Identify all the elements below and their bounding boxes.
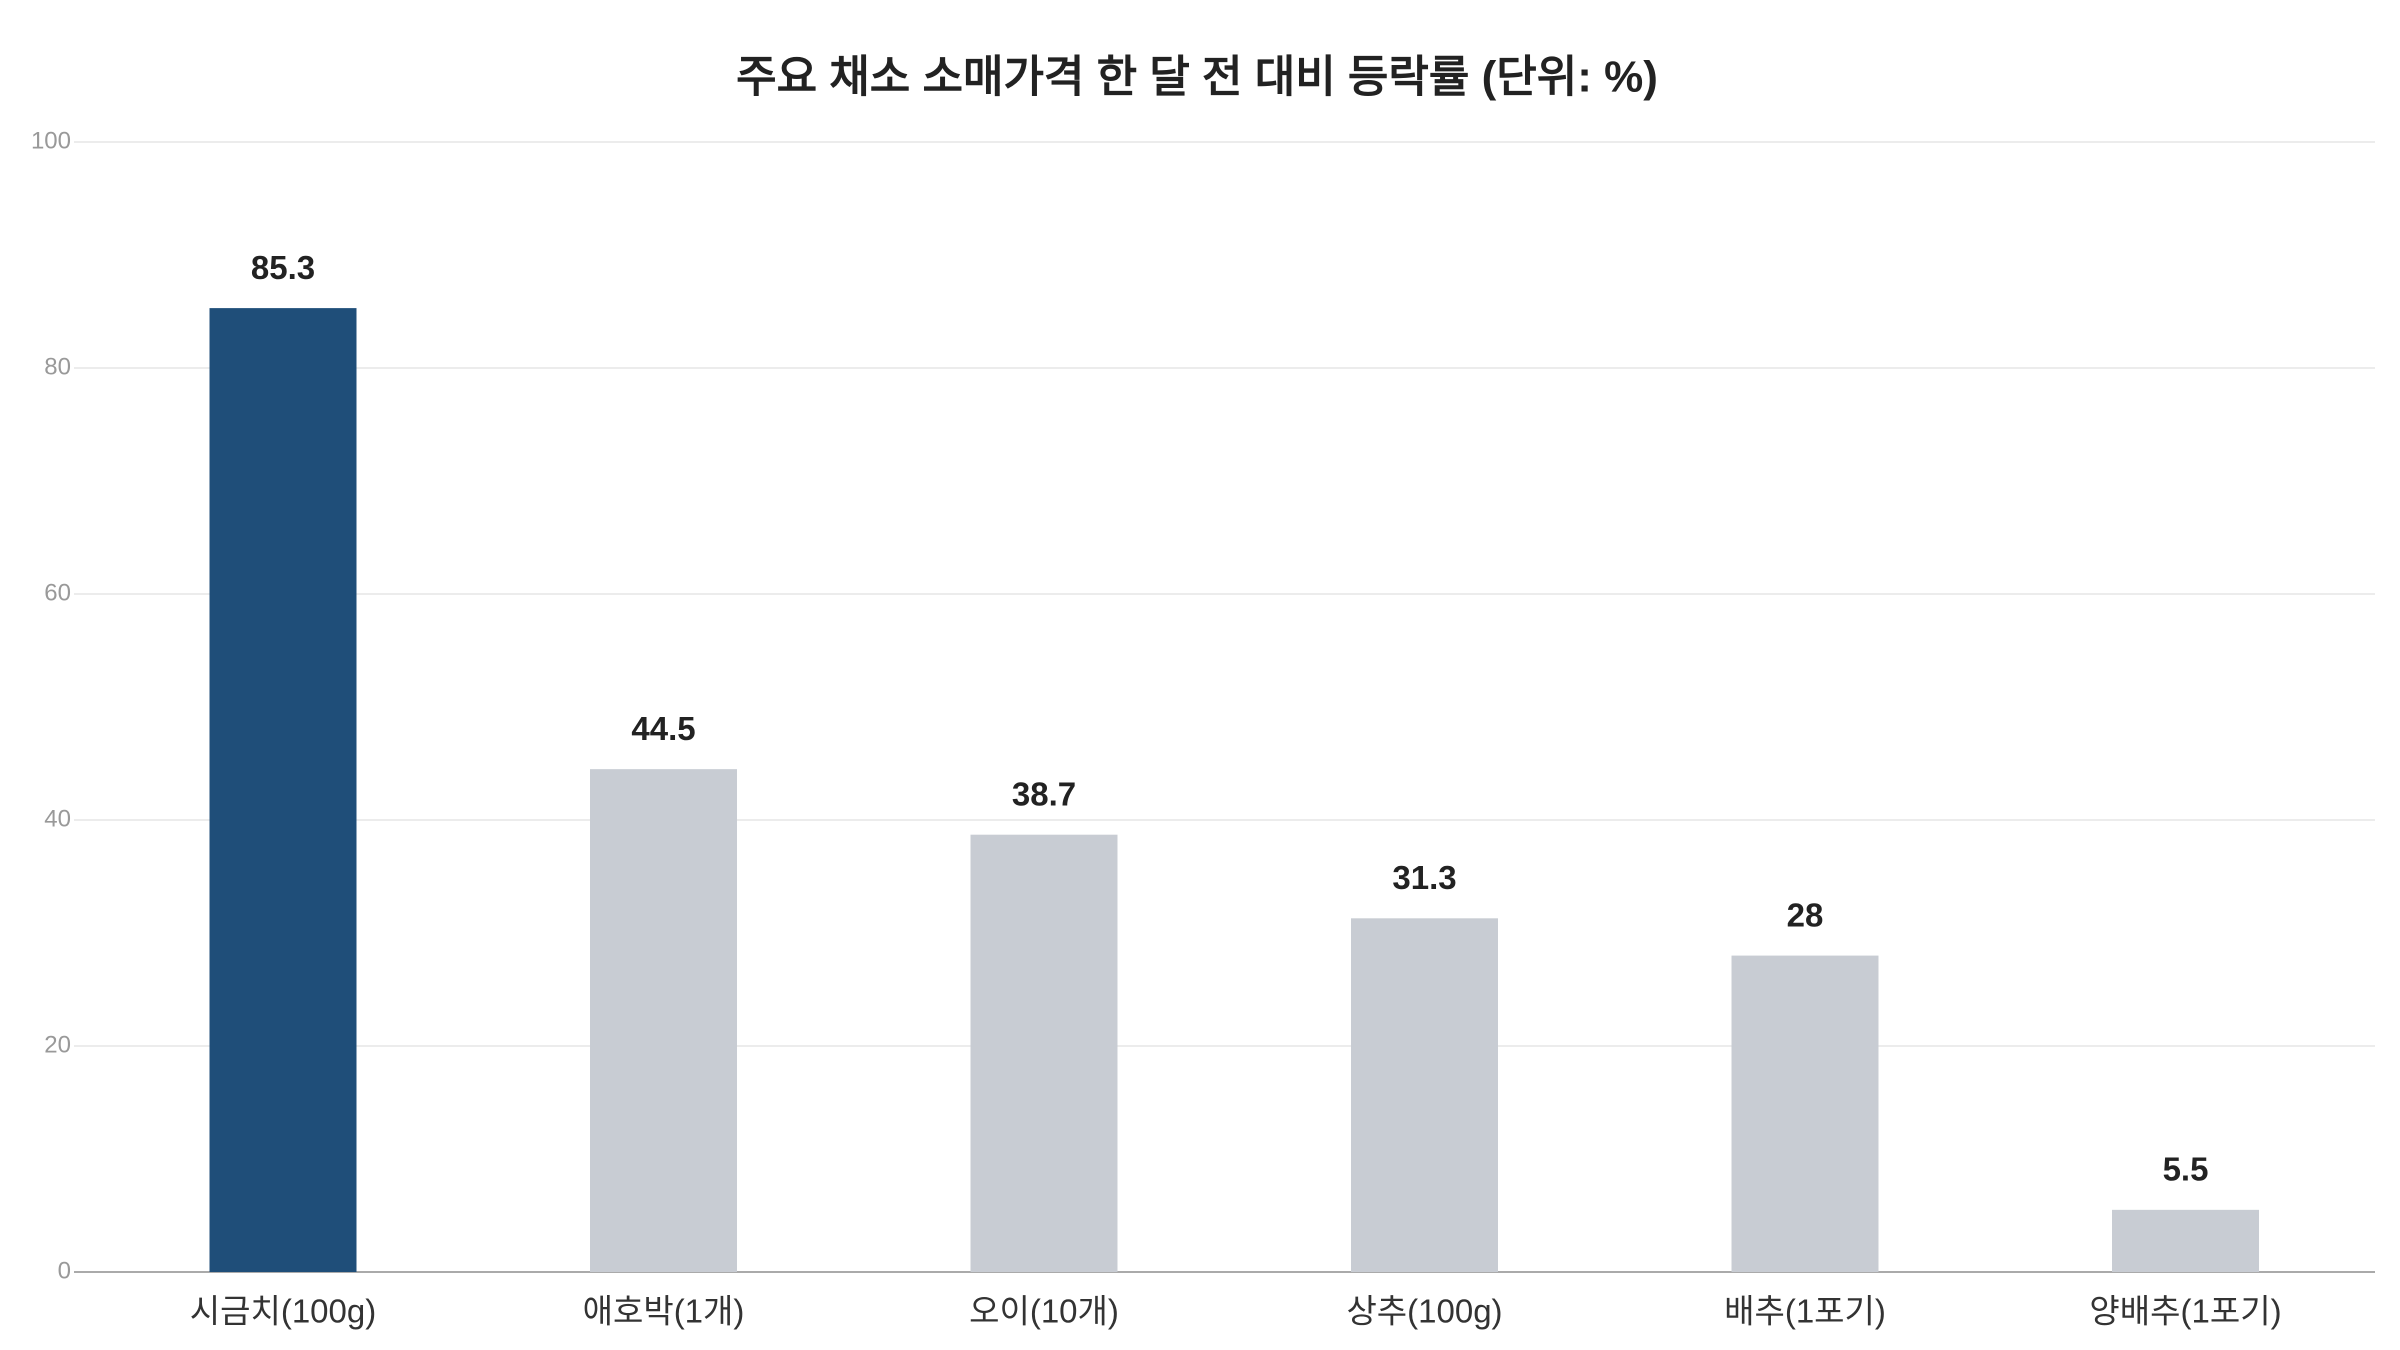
bar — [590, 769, 737, 1272]
bar — [209, 308, 357, 1272]
bar — [2112, 1209, 2259, 1272]
value-label: 31.3 — [1392, 859, 1456, 896]
bar — [1351, 918, 1498, 1272]
bar — [1731, 955, 1879, 1272]
x-tick-label: 상추(100g) — [1346, 1293, 1502, 1330]
x-tick-label: 애호박(1개) — [583, 1293, 745, 1330]
y-tick-label: 0 — [58, 1257, 71, 1284]
y-tick-label: 100 — [31, 127, 71, 154]
y-tick-label: 20 — [44, 1031, 71, 1058]
x-tick-label: 배추(1포기) — [1724, 1293, 1886, 1330]
value-label: 85.3 — [251, 249, 315, 286]
y-tick-label: 40 — [44, 805, 71, 832]
x-tick-label: 오이(10개) — [969, 1293, 1119, 1330]
value-label: 44.5 — [631, 710, 695, 747]
value-label: 38.7 — [1012, 775, 1076, 812]
value-label: 5.5 — [2163, 1151, 2209, 1188]
x-tick-label: 양배추(1포기) — [2089, 1293, 2281, 1330]
y-tick-label: 80 — [44, 353, 71, 380]
bar — [970, 834, 1118, 1272]
x-tick-label: 시금치(100g) — [190, 1293, 376, 1330]
value-label: 28 — [1787, 896, 1824, 933]
chart-title: 주요 채소 소매가격 한 달 전 대비 등락률 (단위: %) — [736, 53, 1658, 102]
y-tick-label: 60 — [44, 579, 71, 606]
